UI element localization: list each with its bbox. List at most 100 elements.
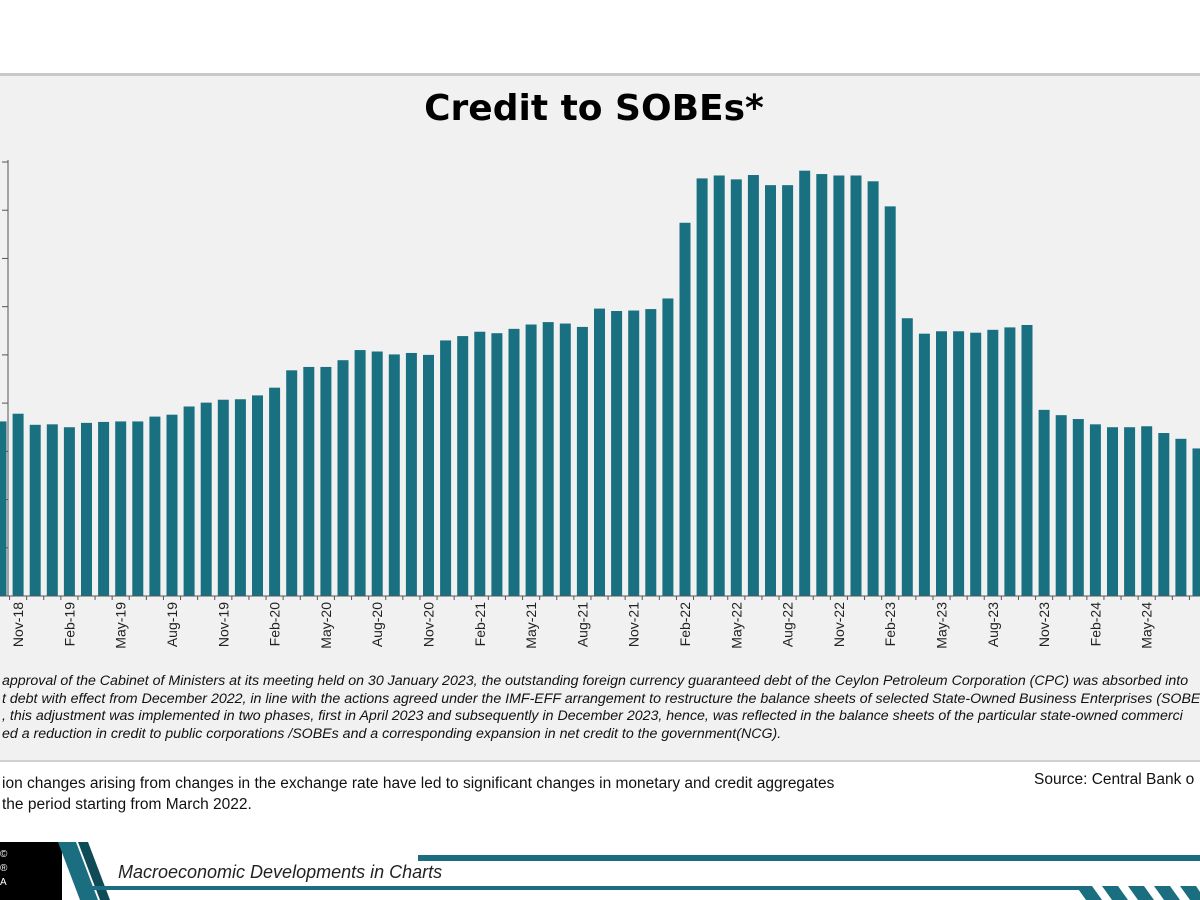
bar-Oct-21 [611, 311, 623, 596]
note-line-2: the period starting from March 2022. [2, 796, 252, 813]
bar-Jan-21 [457, 336, 469, 596]
bar-Dec-23 [1055, 415, 1067, 596]
x-tick-label: May-23 [934, 602, 950, 649]
x-tick-labels: Nov-18 Feb-19 May-19 Aug-19 Nov-19 Feb-20 May-… [10, 602, 1155, 649]
footnote-line: , this adjustment was implemented in two… [2, 708, 1183, 724]
bar-Feb-22 [679, 222, 691, 596]
bar-Aug-22 [782, 185, 794, 596]
bar-chart: Nov-18 Feb-19 May-19 Aug-19 Nov-19 Feb-20 May-… [0, 160, 1200, 649]
x-tick-label: Feb-22 [677, 602, 693, 647]
bar-May-24 [1141, 426, 1153, 596]
banner-chevron [58, 842, 110, 900]
bar-Mar-20 [286, 370, 298, 596]
x-tick-label: Nov-23 [1036, 602, 1052, 647]
x-tick-label: Aug-20 [369, 602, 385, 647]
x-tick-label: Feb-24 [1087, 602, 1103, 647]
bar-Oct-23 [1021, 324, 1033, 596]
bar-Feb-23 [884, 206, 896, 596]
logo-text: © ® A [0, 848, 7, 890]
bar-Nov-23 [1038, 409, 1050, 596]
bar-Apr-23 [918, 333, 930, 596]
bar-Feb-20 [269, 387, 281, 596]
top-border [0, 73, 1200, 76]
bar-Jul-21 [559, 323, 571, 596]
banner-stripe-pattern [1076, 886, 1200, 900]
x-tick-label: Feb-20 [267, 602, 283, 647]
bar-Sep-21 [594, 308, 605, 596]
bar-Jul-24 [1175, 438, 1187, 596]
bar-Aug-19 [166, 414, 178, 596]
bar-May-22 [730, 179, 742, 597]
x-tick-label: Aug-22 [780, 602, 796, 647]
bar-Aug-21 [576, 326, 588, 596]
x-tick-label: Nov-20 [421, 602, 437, 647]
bar-Jan-22 [662, 298, 674, 596]
bar-Dec-22 [850, 175, 862, 596]
x-tick-label: Aug-21 [574, 602, 590, 647]
bar-Jun-22 [747, 175, 759, 596]
note-line-1: ion changes arising from changes in the … [2, 775, 835, 792]
x-tick-label: Nov-22 [831, 602, 847, 647]
bar-Nov-21 [628, 310, 640, 596]
x-tick-label: May-19 [113, 602, 129, 649]
bars [0, 170, 1200, 597]
x-tick-label: Feb-23 [882, 602, 898, 647]
logo [0, 842, 62, 900]
bar-May-19 [115, 421, 127, 596]
bar-Feb-19 [63, 427, 75, 596]
bar-Dec-18 [29, 424, 41, 596]
bar-Jun-21 [542, 322, 554, 596]
bar-Mar-21 [491, 333, 503, 596]
bar-Jan-19 [46, 424, 58, 596]
bar-May-23 [936, 331, 947, 596]
source-text: Source: Central Bank o [1034, 771, 1195, 788]
x-tick-label: May-24 [1139, 602, 1155, 649]
footnote-line: ed a reduction in credit to public corpo… [2, 725, 782, 742]
bar-Jun-20 [337, 360, 349, 596]
bar-Jul-19 [149, 416, 161, 596]
bar-Nov-19 [217, 399, 229, 596]
logo-line: ® [0, 863, 8, 874]
bar-Nov-20 [423, 354, 434, 596]
bar-Sep-19 [183, 406, 195, 596]
bar-Sep-20 [388, 354, 400, 596]
bar-Jun-24 [1158, 433, 1170, 596]
bar-Mar-24 [1107, 427, 1118, 596]
bar-May-20 [320, 366, 332, 596]
banner-stripe-bottom [92, 886, 1082, 890]
bar-Feb-24 [1089, 424, 1101, 596]
bar-Aug-23 [987, 329, 999, 596]
x-tick-label: Nov-18 [10, 602, 26, 647]
bar-Aug-24 [1192, 448, 1200, 596]
bar-Dec-21 [645, 309, 657, 596]
bar-Oct-19 [200, 402, 212, 596]
bar-Oct-18 [0, 421, 7, 596]
footnote-line: t debt with effect from December 2022, i… [2, 690, 1200, 707]
logo-line: A [0, 877, 7, 888]
bar-Sep-23 [1004, 327, 1016, 596]
bar-Dec-20 [440, 340, 452, 596]
bar-Sep-22 [799, 170, 811, 596]
panel-bottom-border [0, 760, 1200, 762]
bar-Jun-19 [132, 421, 144, 596]
bar-Jan-20 [252, 395, 263, 596]
note: ion changes arising from changes in the … [2, 773, 834, 815]
bar-Mar-22 [696, 178, 708, 596]
banner-stripe-top [418, 855, 1200, 861]
bar-Feb-21 [474, 331, 486, 596]
bar-Apr-24 [1124, 427, 1136, 596]
bar-Oct-20 [405, 352, 417, 596]
logo-line: © [0, 849, 8, 860]
x-tick-label: Nov-19 [215, 602, 231, 647]
bar-Jul-23 [970, 332, 982, 596]
bar-Mar-19 [81, 422, 92, 596]
bar-Jul-20 [354, 350, 366, 596]
bar-Jan-23 [867, 181, 879, 597]
x-tick-label: Aug-19 [164, 602, 180, 647]
bar-Oct-22 [816, 174, 828, 597]
x-tick-label: Feb-21 [472, 602, 488, 647]
footnote-line: approval of the Cabinet of Ministers at … [2, 673, 1189, 689]
bar-Jan-24 [1072, 419, 1084, 596]
bar-Dec-19 [234, 399, 246, 596]
bar-May-21 [525, 324, 537, 596]
